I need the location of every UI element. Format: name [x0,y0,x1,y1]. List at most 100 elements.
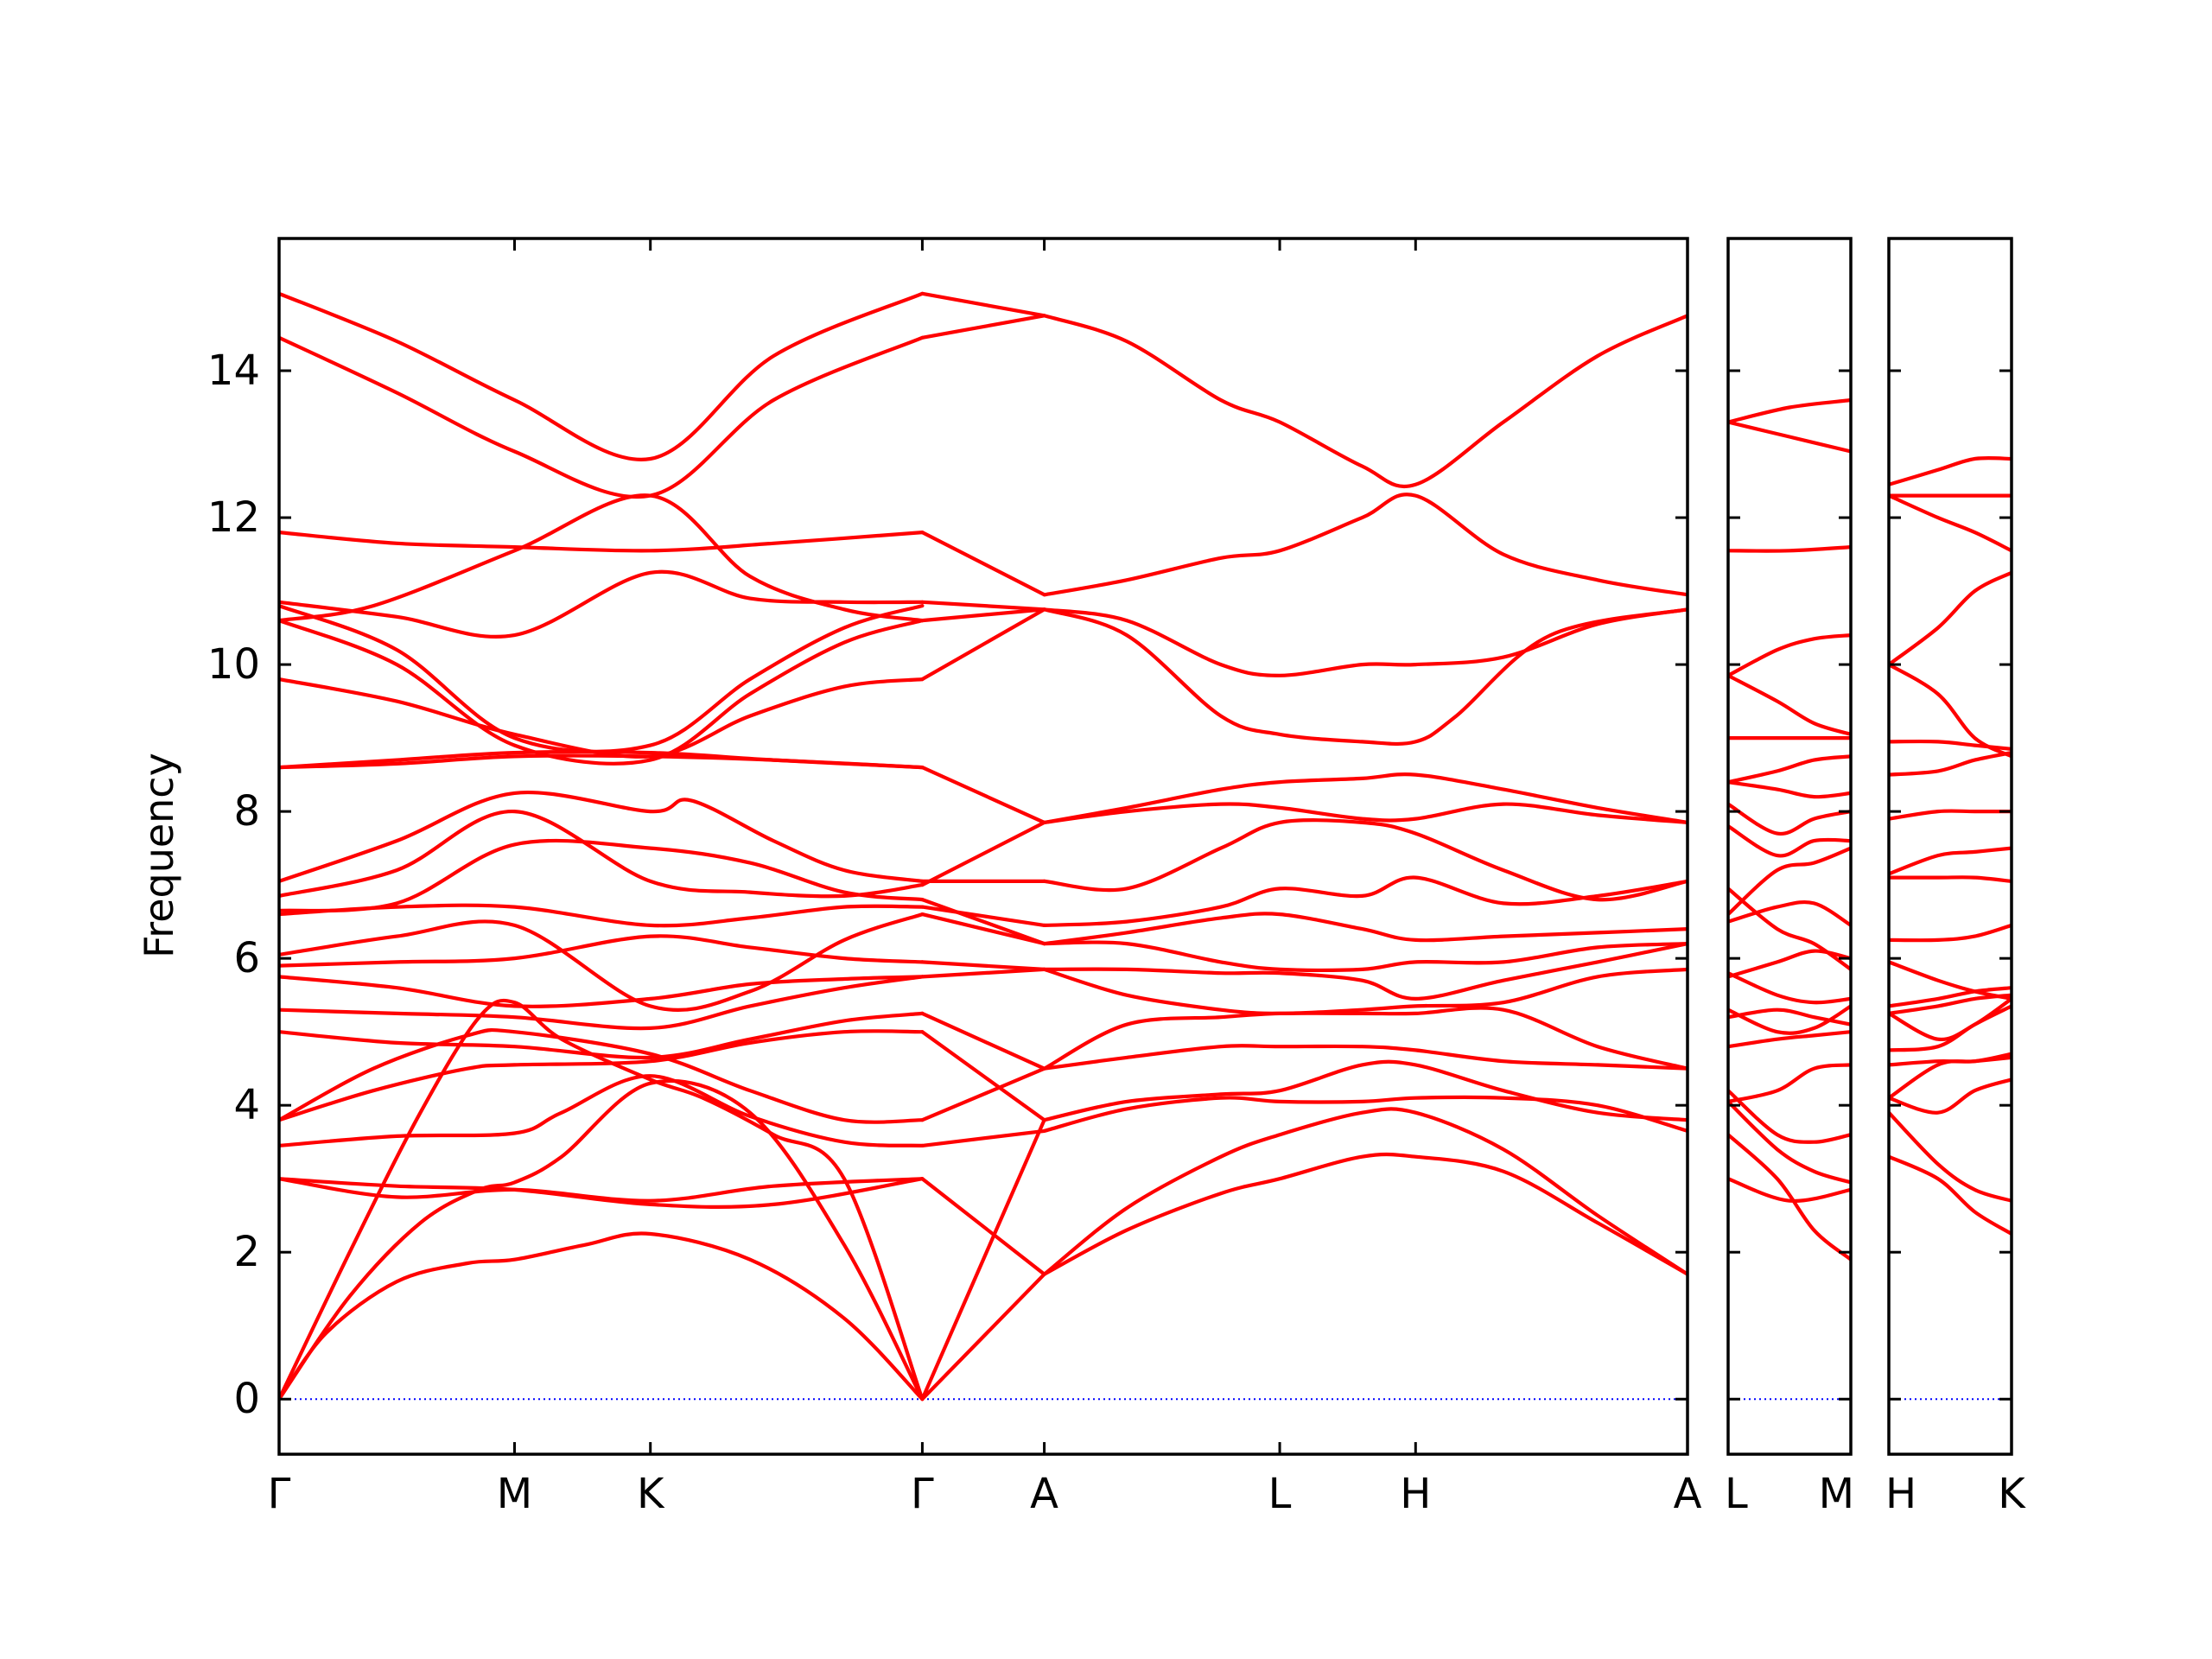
band-line-L-M-18 [1728,673,1851,736]
band-line-main-41 [920,766,1046,824]
band-line-main-9 [279,975,925,1031]
bands-H-K [1889,455,2012,1236]
band-line-main-12 [279,912,925,1013]
band-line-L-M-6 [1728,1007,1851,1027]
panel-main: 0 2 4 6 8 10 12 14 Γ M K Γ A L H A [207,237,1702,1518]
x-tick-label: H [1400,1470,1431,1518]
band-line-main-63 [1042,607,1688,677]
band-line-H-K-0 [1889,1154,2012,1236]
band-line-L-M-16 [1728,754,1851,785]
band-line-main-32 [920,1030,1046,1122]
band-line-main-46 [920,314,1046,340]
band-line-L-M-14 [1728,802,1851,836]
band-line-main-62 [1042,607,1688,747]
band-line-main-43 [920,607,1046,623]
band-line-main-21 [279,604,925,753]
band-line-main-36 [920,912,1046,946]
band-line-H-K-16 [1889,663,2012,759]
x-tick-label: Γ [911,1470,934,1518]
x-tick-label: M [1819,1470,1854,1518]
band-line-main-8 [279,1011,925,1060]
y-tick-label: 12 [207,493,260,542]
bands-main [279,291,1688,1402]
band-line-H-K-14 [1889,751,2012,777]
band-line-main-18 [279,753,925,770]
x-tick-label: M [497,1470,532,1518]
y-tick-label: 0 [233,1375,260,1423]
band-line-main-64 [1042,493,1688,597]
y-tick-label: 4 [233,1081,260,1129]
band-line-main-60 [1042,802,1688,824]
band-line-L-M-9 [1728,949,1851,979]
band-line-main-51 [1042,1059,1688,1122]
x-tick-label: H [1885,1470,1916,1518]
y-axis-label: Frequency [136,753,182,958]
band-line-main-28 [920,1118,1046,1402]
y-tick-label: 8 [233,787,260,836]
band-line-main-13 [279,903,925,928]
band-line-main-57 [1042,912,1688,946]
band-line-L-M-5 [1728,1030,1851,1049]
band-line-main-26 [279,291,925,461]
band-line-main-30 [920,1128,1046,1147]
band-line-main-15 [279,809,925,899]
axes-frame [277,237,1689,1456]
band-line-main-4 [279,1177,925,1210]
axes-frame [1887,237,2013,1456]
band-line-L-M-11 [1728,899,1851,927]
band-line-L-M-2 [1728,1099,1851,1185]
band-line-main-33 [920,1011,1046,1071]
band-line-L-M-21 [1728,420,1851,454]
band-line-main-29 [920,1177,1046,1276]
band-line-H-K-4 [1889,1052,2012,1067]
x-tick-label: K [1998,1470,2026,1518]
y-tick-label: 2 [233,1228,260,1276]
x-tick-label: L [1268,1470,1292,1518]
band-line-main-25 [279,335,925,499]
band-line-L-M-20 [1728,545,1851,553]
band-line-main-6 [279,1028,925,1124]
band-line-main-20 [279,619,925,766]
band-line-main-27 [920,1272,1046,1402]
band-line-main-65 [1042,314,1688,489]
band-line-H-K-8 [1889,986,2012,1008]
x-tick-label: Γ [268,1470,291,1518]
x-tick-label: A [1030,1470,1058,1518]
band-line-H-K-10 [1889,923,2012,943]
band-line-main-61 [1042,772,1688,824]
band-line-main-48 [1042,1152,1688,1276]
band-line-main-47 [920,291,1046,318]
band-line-main-7 [279,1029,925,1122]
band-line-main-39 [920,820,1046,887]
band-line-L-M-1 [1728,1133,1851,1262]
band-line-main-14 [279,838,925,913]
band-line-main-56 [1042,940,1688,973]
band-line-L-M-7 [1728,1004,1851,1035]
axes-frame [1726,237,1853,1456]
band-line-H-K-19 [1889,493,2012,553]
band-line-L-M-13 [1728,824,1851,858]
band-line-H-K-15 [1889,739,2012,751]
band-line-main-49 [1042,1107,1688,1276]
band-line-main-38 [920,898,1046,946]
band-line-H-K-2 [1889,1077,2012,1115]
band-line-main-42 [920,607,1046,682]
band-line-H-K-12 [1889,846,2012,876]
band-line-H-K-20 [1889,455,2012,486]
band-line-H-K-1 [1889,1110,2012,1203]
band-line-L-M-0 [1728,1177,1851,1203]
band-line-L-M-8 [1728,971,1851,1005]
band-line-H-K-17 [1889,570,2012,667]
band-line-main-44 [920,600,1046,612]
band-line-main-55 [1042,942,1688,1001]
band-line-main-45 [920,531,1046,597]
y-tick-label: 10 [207,640,260,689]
band-line-L-M-10 [1728,887,1851,971]
x-tick-label: A [1674,1470,1702,1518]
x-tick-label: L [1725,1470,1748,1518]
band-line-main-35 [920,960,1046,971]
